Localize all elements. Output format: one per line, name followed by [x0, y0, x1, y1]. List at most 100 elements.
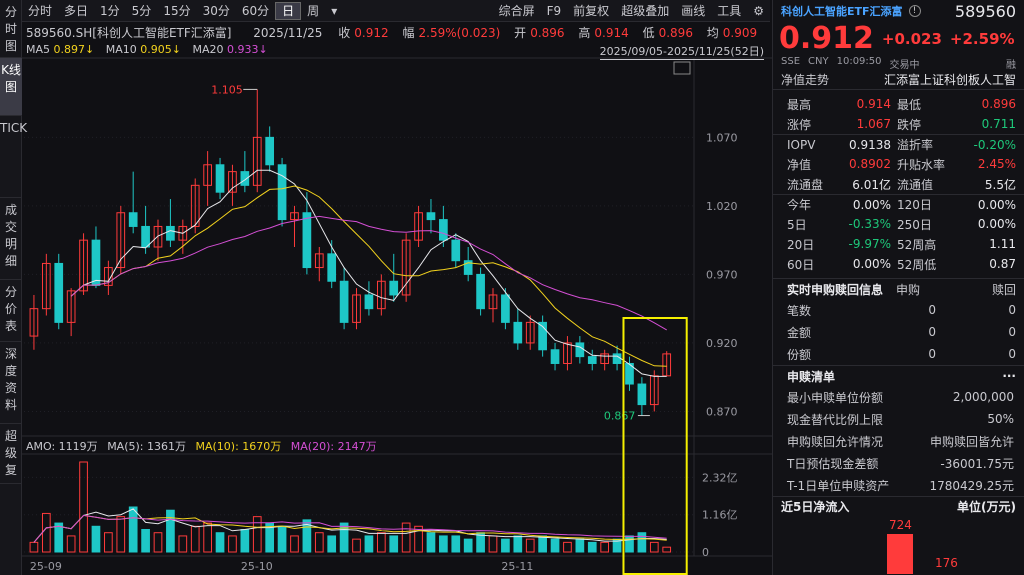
candle-body — [116, 212, 126, 269]
kline-chart[interactable]: 1.070 1.020 0.970 0.920 0.870 1.105 0.867 2.32亿… — [22, 0, 772, 575]
list-item: 申购赎回允许情况 申购赎回皆允许 — [773, 430, 1024, 452]
btn-f9[interactable]: F9 — [546, 3, 562, 18]
y-tick-label: 0.920 — [706, 337, 738, 350]
quote-value: 1.11 — [989, 237, 1016, 251]
period-15min[interactable]: 15分 — [163, 3, 191, 18]
min-price-label: 0.867 — [604, 410, 636, 423]
volume-bar — [41, 512, 51, 553]
btn-composite[interactable]: 综合屏 — [498, 3, 535, 18]
candle-body — [166, 225, 175, 241]
candle-body — [426, 212, 436, 221]
side-tab-depth[interactable]: 深度资料 — [0, 342, 22, 424]
btn-adjust[interactable]: 前复权 — [573, 3, 610, 18]
candle-body — [364, 294, 374, 310]
volume-bar — [104, 532, 113, 553]
volume-bar — [54, 522, 64, 553]
side-tab-deals[interactable]: 成交明细 — [0, 198, 22, 280]
inflow-bar-label: 724 — [889, 518, 912, 532]
volume-bar — [314, 532, 324, 553]
volume-header: AMO: 1119万 MA(5): 1361万 MA(10): 1670万 MA… — [26, 438, 383, 454]
candle-body — [339, 280, 349, 323]
quote-info-row: 589560.SH[科创人工智能ETF汇添富] 2025/11/25 收 0.91… — [26, 24, 768, 40]
quote-key: 5日 — [787, 217, 807, 232]
side-tab-kline[interactable]: K线图 — [0, 58, 22, 116]
volume-bar — [79, 461, 88, 553]
ma10-label: MA10 — [105, 43, 137, 56]
subscription-section: 实时申购赎回信息 申购 赎回 笔数 0 0 金额 0 0 份额 0 0 — [773, 278, 1024, 365]
candle-body — [228, 171, 237, 193]
volume-bar — [414, 525, 423, 553]
sub-value: 0 — [1008, 325, 1016, 339]
period-timeshare[interactable]: 分时 — [28, 3, 53, 18]
vol-ma10-label: MA(10): 1670万 — [195, 440, 282, 453]
candle-body — [637, 383, 647, 406]
net-inflow-chart: 724 176 — [773, 516, 1024, 575]
btn-draw[interactable]: 画线 — [681, 3, 706, 18]
quote-key: 跌停 — [897, 117, 922, 132]
volume-bar — [29, 541, 39, 553]
info-icon[interactable]: ! — [908, 5, 921, 17]
volume-bar — [66, 535, 76, 553]
btn-overlay[interactable]: 超级叠加 — [621, 3, 670, 18]
subscription-row: 金额 0 0 — [773, 321, 1024, 343]
volume-bar — [389, 535, 399, 553]
sub-value: 0 — [928, 303, 936, 317]
quote-value: 0.00% — [977, 197, 1016, 212]
period-multiday[interactable]: 多日 — [64, 3, 89, 18]
list-item: 现金替代比例上限 50% — [773, 408, 1024, 430]
candle-body — [54, 262, 64, 323]
quote-key: 20日 — [787, 237, 815, 252]
candle-body — [215, 164, 225, 193]
candle-body — [451, 239, 461, 262]
chart-toolbar: 分时 多日 1分 5分 15分 30分 60分 日 周 ▾ 综合屏 F9 前复权… — [22, 0, 770, 22]
volume-bar — [203, 522, 212, 553]
close-label: 收 — [338, 26, 351, 40]
x-tick-label: 25-11 — [501, 560, 533, 573]
candle-body — [352, 294, 361, 323]
tab-nav-trend[interactable]: 净值走势 — [781, 73, 830, 87]
list-value: -36001.75元 — [940, 456, 1014, 471]
candle-body — [302, 212, 312, 269]
period-day[interactable]: 日 — [275, 1, 302, 20]
quote-value: 0.8902 — [849, 157, 891, 171]
volume-bar — [128, 506, 138, 553]
quote-row: 60日 0.00% 52周低 0.87 — [773, 254, 1024, 274]
candle-body — [488, 294, 498, 310]
quote-row: 最高 0.914 最低 0.896 — [773, 94, 1024, 114]
quote-key: 流通值 — [897, 177, 934, 192]
period-60min[interactable]: 60分 — [241, 3, 270, 18]
side-tabs: 分时图 K线图 TICK 成交明细 分价表 深度资料 超级复 — [0, 0, 27, 575]
list-item: T-1日单位申赎资产 1780429.25元 — [773, 474, 1024, 496]
list-key: 现金替代比例上限 — [787, 412, 884, 427]
sub-key: 份额 — [787, 347, 812, 362]
btn-tools[interactable]: 工具 — [717, 3, 742, 18]
quote-value: 6.01亿 — [852, 177, 891, 192]
quote-value: 0.896 — [981, 97, 1016, 111]
vol-ma-line — [33, 514, 667, 543]
period-week[interactable]: 周 — [307, 3, 320, 18]
candle-body — [252, 136, 262, 186]
fund-code: 589560 — [954, 1, 1016, 21]
side-tab-super[interactable]: 超级复 — [0, 424, 22, 484]
side-tab-price-table[interactable]: 分价表 — [0, 280, 22, 342]
side-tab-tick[interactable]: TICK — [0, 116, 27, 198]
sub-key: 笔数 — [787, 303, 812, 318]
amp-label: 幅 — [402, 26, 415, 40]
candle-body — [439, 219, 448, 241]
period-1min[interactable]: 1分 — [100, 3, 120, 18]
candle-body — [104, 267, 113, 286]
fund-full-name[interactable]: 汇添富上证科创板人工智 — [883, 73, 1016, 87]
side-tab-timeshare[interactable]: 分时图 — [0, 0, 22, 58]
candle-body — [612, 353, 622, 364]
quote-key: 120日 — [897, 198, 932, 212]
period-30min[interactable]: 30分 — [202, 3, 230, 18]
chevron-down-icon[interactable]: ▾ — [331, 3, 338, 18]
volume-bar — [116, 516, 126, 553]
amp-value: 2.59%(0.023) — [418, 26, 501, 40]
date-range[interactable]: 2025/09/05-2025/11/25(52日) — [599, 45, 764, 60]
period-5min[interactable]: 5分 — [131, 3, 152, 18]
more-icon[interactable]: ··· — [1002, 369, 1016, 383]
candle-body — [91, 239, 101, 286]
list-value: 申购赎回皆允许 — [929, 434, 1014, 449]
gear-icon[interactable]: ⚙ — [753, 3, 764, 18]
